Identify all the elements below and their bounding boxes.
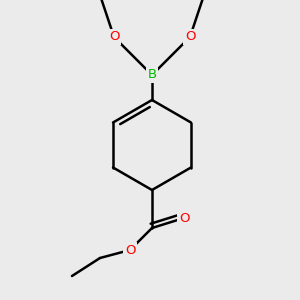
Text: O: O xyxy=(125,244,135,256)
Text: B: B xyxy=(147,68,157,82)
Text: O: O xyxy=(109,31,119,44)
Text: O: O xyxy=(179,212,189,224)
Text: O: O xyxy=(185,31,195,44)
